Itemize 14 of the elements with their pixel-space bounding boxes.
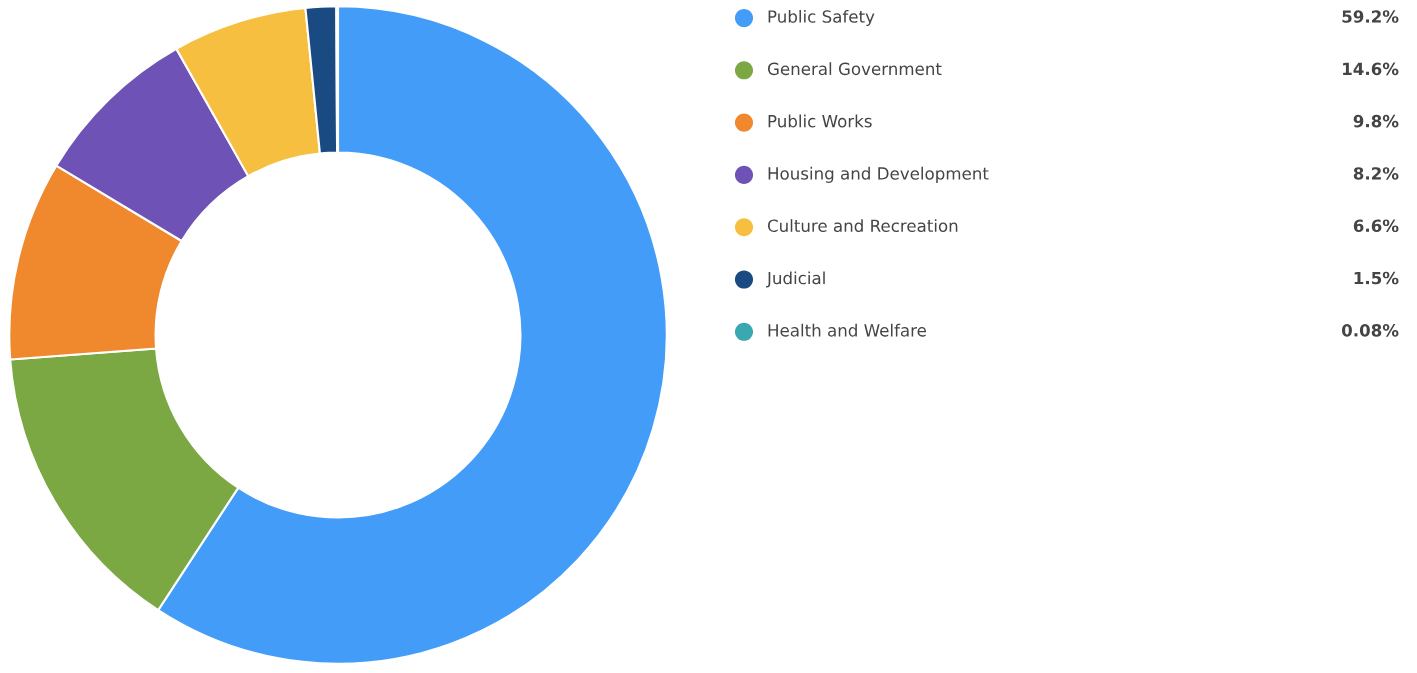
legend-label: Public Safety [768, 9, 875, 27]
data-label: 6.6% [1353, 219, 1399, 233]
legend-label: Health and Welfare [768, 323, 926, 337]
legend-label: Public Works [768, 114, 872, 128]
data-label: 9.8% [1353, 114, 1399, 128]
legend-label: General Government [767, 62, 942, 76]
data-label: 8.2% [1353, 167, 1399, 180]
legend-label: Culture and Recreation [767, 219, 958, 233]
data-label: 1.5% [1354, 271, 1399, 285]
legend-label: Judicial [766, 271, 825, 288]
data-label: 14.6% [1343, 62, 1399, 76]
data-label: 59.2% [1342, 10, 1399, 23]
legend-label: Housing and Development [768, 166, 989, 183]
data-label: 0.08% [1341, 324, 1399, 337]
